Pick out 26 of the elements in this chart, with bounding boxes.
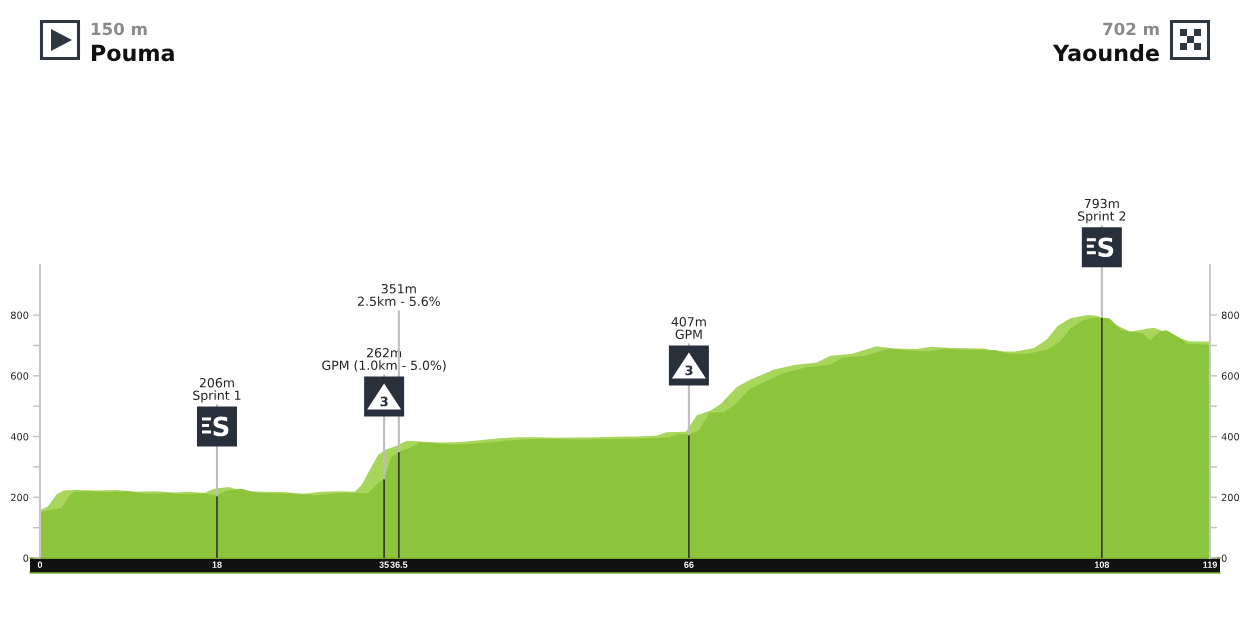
y2-tick-label: 800 (1221, 311, 1240, 319)
x-tick-label: 0 (37, 561, 43, 568)
y2-tick-label: 600 (1221, 372, 1240, 380)
annotation: 407m GPM (671, 316, 706, 339)
annotation: 351m 2.5km - 5.6% (358, 283, 440, 307)
text: Pouma (92, 44, 174, 62)
y-tick-label: 800 (10, 311, 29, 319)
y2-tick-label: 200 (1221, 493, 1240, 502)
y-tick-label: 600 (11, 372, 29, 380)
annotation: 206m Sprint 1 (193, 378, 241, 403)
text: 702 m (1103, 22, 1159, 36)
y-tick-label: 400 (10, 433, 29, 441)
y2-tick-label: 400 (1221, 433, 1240, 441)
annotation: 262m GPM (1.0km - 5.0%) (322, 348, 446, 372)
annotation: 793m Sprint 2 (1078, 198, 1126, 224)
text: 150 m (91, 22, 147, 36)
y-tick-label: 0 (23, 554, 29, 562)
x-tick-label: 108 (1094, 561, 1110, 568)
x-tick-label: 119 (1203, 561, 1217, 568)
x-tick-label: 66 (684, 561, 694, 568)
text: Yaounde (1052, 44, 1159, 62)
x-tick-label: 36.5 (390, 561, 408, 568)
x-tick-label: 18 (212, 561, 222, 568)
x-tick-label: 35 (379, 561, 389, 568)
y2-tick-label: 0 (1221, 554, 1227, 562)
y-tick-label: 200 (11, 493, 29, 502)
